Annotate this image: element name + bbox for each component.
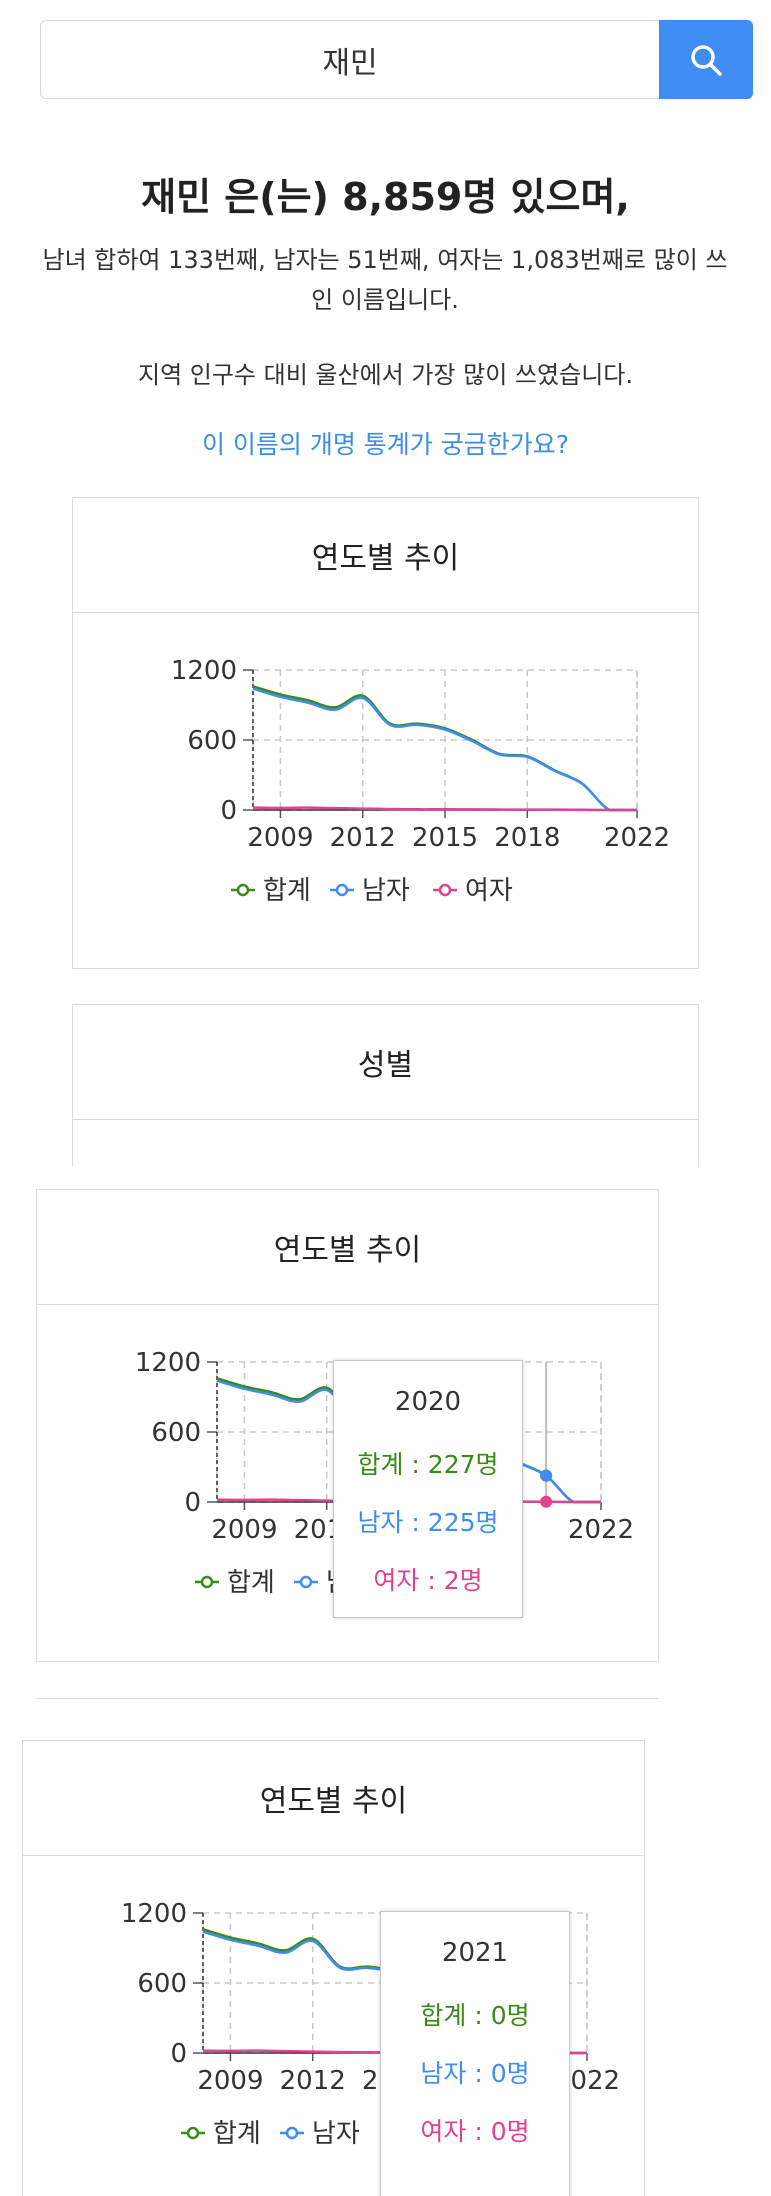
tooltip-total: 합계 : 227명 bbox=[357, 1450, 499, 1479]
tooltip-male: 남자 : 225명 bbox=[357, 1508, 499, 1537]
search-bar bbox=[40, 20, 753, 99]
x-tick-label: 2012 bbox=[280, 2066, 346, 2096]
legend-marker-icon bbox=[236, 883, 250, 897]
y-tick-label: 1200 bbox=[135, 1348, 201, 1378]
x-tick-label: 2009 bbox=[211, 1515, 277, 1545]
card-fragment bbox=[36, 1698, 659, 1708]
tooltip-year: 2020 bbox=[394, 1387, 462, 1417]
x-tick-label: 2009 bbox=[197, 2066, 263, 2096]
y-tick-label: 0 bbox=[184, 1488, 201, 1518]
legend-marker-icon bbox=[438, 883, 452, 897]
hover-point bbox=[540, 1495, 553, 1508]
x-tick-label: 2022 bbox=[568, 1515, 634, 1545]
tooltip-total: 합계 : 0명 bbox=[420, 2001, 530, 2030]
legend-label: 남자 bbox=[312, 2119, 360, 2149]
search-icon bbox=[691, 44, 722, 76]
gender-card: 성별 bbox=[72, 1004, 699, 1167]
legend-label: 남자 bbox=[362, 876, 410, 906]
trend-chart[interactable]: 0 600 1200 2009 2012 2015 2018 2022 합계 남자 여자 bbox=[73, 613, 698, 969]
trend-card-title: 연도별 추이 bbox=[73, 498, 698, 613]
legend-item[interactable]: 합계 bbox=[231, 876, 311, 906]
x-tick-label: 2012 bbox=[330, 823, 396, 853]
gender-card-title: 성별 bbox=[73, 1005, 698, 1120]
legend-item[interactable]: 남자 bbox=[280, 2119, 360, 2149]
tooltip-female: 여자 : 0명 bbox=[420, 2117, 530, 2146]
y-tick-label: 1200 bbox=[171, 656, 237, 686]
y-tick-label: 0 bbox=[220, 796, 237, 826]
legend-marker-icon bbox=[335, 883, 349, 897]
y-tick-label: 0 bbox=[170, 2039, 187, 2069]
search-input[interactable] bbox=[40, 20, 659, 99]
legend-label: 합계 bbox=[213, 2119, 261, 2149]
trend-card-hover-2021: 연도별 추이 0600120020092012201520182022합계남자여… bbox=[22, 1740, 645, 2196]
trend-card-title: 연도별 추이 bbox=[37, 1190, 658, 1305]
legend-item[interactable]: 합계 bbox=[181, 2119, 261, 2149]
trend-card-title: 연도별 추이 bbox=[23, 1741, 644, 1856]
search-button[interactable] bbox=[659, 20, 753, 99]
x-tick-label: 2015 bbox=[412, 823, 478, 853]
chart-legend: 합계 남자 여자 bbox=[231, 876, 513, 906]
trend-card-hover-2020: 연도별 추이 0600120020092012201520182022합계남자여… bbox=[36, 1189, 659, 1662]
trend-card-hover-2021-wrapper: 연도별 추이 0600120020092012201520182022합계남자여… bbox=[0, 1740, 771, 2196]
rename-stats-link[interactable]: 이 이름의 개명 통계가 궁금한가요? bbox=[201, 430, 570, 459]
region-text: 지역 인구수 대비 울산에서 가장 많이 쓰였습니다. bbox=[137, 361, 633, 389]
hover-point bbox=[540, 1469, 553, 1482]
chart-tooltip: 2020 합계 : 227명 남자 : 225명 여자 : 2명 bbox=[333, 1360, 523, 1618]
legend-marker-icon bbox=[299, 1575, 313, 1589]
legend-item[interactable]: 남자 bbox=[330, 876, 410, 906]
tooltip-female: 여자 : 2명 bbox=[373, 1566, 483, 1595]
rank-text: 남녀 합하여 133번째, 남자는 51번째, 여자는 1,083번째로 많이 … bbox=[42, 246, 728, 314]
legend-item[interactable]: 합계 bbox=[195, 1568, 275, 1598]
legend-label: 합계 bbox=[263, 876, 311, 906]
plot-area: 0 600 1200 2009 2012 2015 2018 2022 bbox=[171, 656, 670, 853]
tooltip-male: 남자 : 0명 bbox=[420, 2059, 530, 2088]
y-tick-label: 1200 bbox=[121, 1899, 187, 1929]
series-line-1 bbox=[252, 687, 637, 812]
y-tick-label: 600 bbox=[137, 1969, 187, 1999]
y-tick-label: 600 bbox=[187, 726, 237, 756]
legend-marker-icon bbox=[285, 2126, 299, 2140]
summary-headline: 재민 은(는) 8,859명 있으며, bbox=[141, 175, 630, 219]
legend-marker-icon bbox=[200, 1575, 214, 1589]
x-tick-label: 2009 bbox=[247, 823, 313, 853]
trend-card: 연도별 추이 0 600 1200 2009 2012 2015 2018 2022 합계 남자 여… bbox=[72, 497, 699, 969]
x-tick-label: 2018 bbox=[494, 823, 560, 853]
series-line-2 bbox=[252, 806, 637, 812]
x-tick-label: 2022 bbox=[604, 823, 670, 853]
legend-item[interactable]: 여자 bbox=[433, 876, 513, 906]
legend-label: 합계 bbox=[227, 1568, 275, 1598]
y-tick-label: 600 bbox=[151, 1418, 201, 1448]
chart-tooltip: 2021 합계 : 0명 남자 : 0명 여자 : 0명 bbox=[380, 1911, 570, 2196]
legend-label: 여자 bbox=[465, 876, 513, 906]
tooltip-year: 2021 bbox=[441, 1938, 509, 1968]
legend-marker-icon bbox=[186, 2126, 200, 2140]
